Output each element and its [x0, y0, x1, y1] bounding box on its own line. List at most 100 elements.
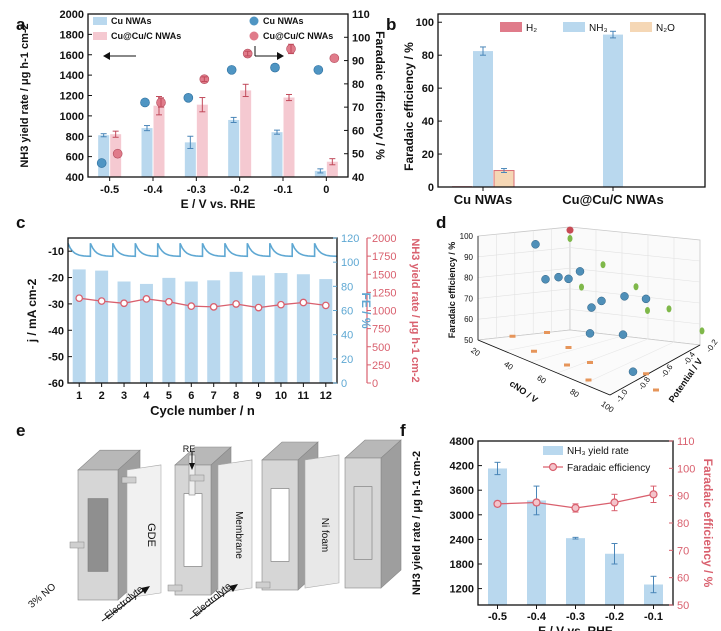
- x-tick-label: 9: [255, 390, 261, 402]
- membrane-sheet: [217, 459, 253, 594]
- y-tick-label: 40: [422, 116, 434, 128]
- y-tick-label-yield: 1500: [372, 269, 396, 281]
- y-axis-label-yield: NH3 yield rate / μg h-1 cm-2: [409, 238, 421, 382]
- end-plate-2-window: [353, 486, 373, 560]
- y-axis-label-left: NH3 yield rate / μg h-1 cm-2: [19, 23, 31, 167]
- point-blue: [575, 267, 585, 276]
- bar-cu-cuc-nwas: [326, 161, 338, 177]
- yield-point: [75, 294, 84, 303]
- y-tick-label-right: 50: [677, 600, 689, 612]
- flow-frame-2-window: [270, 488, 290, 562]
- point-fe-cu-nwas: [183, 93, 194, 103]
- yield-bar: [644, 584, 663, 605]
- y-tick-label-right: 110: [677, 436, 695, 448]
- axis-x: [477, 339, 611, 396]
- point-orange: [653, 388, 659, 392]
- panel-label-e: e: [16, 421, 25, 440]
- legend-label: Cu@Cu/C NWAs: [111, 31, 181, 41]
- panel-label-a: a: [16, 15, 26, 34]
- yield-bar: [605, 553, 624, 605]
- y-tick-label-right: 100: [677, 463, 695, 475]
- point-blue: [597, 296, 606, 306]
- y-tick-label: 60: [422, 83, 434, 95]
- x-tick-label: -0.3: [187, 184, 206, 196]
- y-tick-label-left: -60: [48, 378, 64, 390]
- x-tick-label: -0.1: [274, 184, 293, 196]
- back-wall-left: [477, 226, 571, 341]
- point-orange: [544, 331, 550, 334]
- point-blue: [628, 367, 638, 376]
- x-tick-label: 12: [320, 390, 332, 402]
- nifoam-label: Ni foam: [319, 518, 330, 552]
- x-axis-label: E / V vs. RHE: [181, 197, 256, 211]
- y-tick-label-fe: 60: [341, 306, 353, 318]
- point-green: [666, 305, 672, 313]
- y-tick-label-yield: 250: [372, 360, 390, 372]
- fe-bar: [162, 277, 176, 383]
- y-tick-label-left: -10: [48, 246, 64, 258]
- point-orange: [531, 349, 537, 353]
- y-tick-label-left: 4200: [450, 461, 474, 473]
- point-green: [645, 306, 650, 314]
- panel-label-b: b: [386, 15, 396, 34]
- y-tick-label-right: 80: [352, 79, 364, 91]
- yield-point: [254, 303, 263, 312]
- panel-label-f: f: [400, 421, 406, 440]
- fe-bar: [229, 271, 243, 383]
- y-tick-label-left: 1200: [450, 584, 474, 596]
- legend-swatch: [630, 22, 652, 32]
- y-axis-label-fe: FE / %: [359, 292, 373, 328]
- point-fe-cu-cuc-nwas: [329, 53, 340, 64]
- y-axis-label-right: Faradaic efficiency / %: [701, 459, 715, 588]
- bar-cu-nwas: [228, 119, 240, 177]
- x-tick-label: 8: [233, 390, 239, 402]
- x-tick-label: 40: [502, 359, 515, 372]
- y-tick-label-left: -40: [48, 325, 64, 337]
- yield-point: [299, 298, 308, 307]
- x-tick-label: Cu@Cu/C NWAs: [562, 192, 664, 207]
- x-tick-label: 0: [323, 184, 329, 196]
- y-tick-label-fe: 100: [341, 257, 359, 269]
- x-axis-label: Cycle number / n: [150, 403, 255, 418]
- grid-line: [477, 247, 571, 258]
- flow-arrow: [101, 588, 147, 622]
- y-tick-label-right: 90: [352, 56, 364, 68]
- bar-cu-cuc-nwas: [196, 104, 208, 177]
- yield-point: [142, 295, 151, 303]
- y-tick-label-left: 1600: [60, 50, 84, 62]
- fe-bar: [184, 281, 198, 383]
- grid-line: [477, 309, 571, 320]
- point-blue: [618, 330, 628, 339]
- flow-arrowhead: [141, 586, 150, 594]
- x-tick-label: -0.2: [605, 611, 624, 623]
- grid-line: [583, 341, 675, 385]
- fe-bar: [117, 281, 131, 383]
- fe-bar: [319, 279, 333, 383]
- grid-line: [569, 309, 701, 325]
- flow-arrowhead: [229, 584, 238, 592]
- point-blue: [541, 275, 550, 284]
- y-tick-label-right: 80: [677, 518, 689, 530]
- y-tick-label: 100: [460, 232, 474, 241]
- grid-line: [530, 335, 623, 363]
- legend-swatch: [93, 17, 107, 25]
- legend-label: Cu@Cu/C NWAs: [263, 31, 333, 41]
- y-tick-label-yield: 2000: [372, 233, 396, 245]
- x-tick-label: -0.3: [566, 611, 585, 623]
- y-tick-label-left: 3600: [450, 485, 474, 497]
- y-tick-label-fe: 80: [341, 281, 353, 293]
- panel-label-d: d: [436, 213, 446, 232]
- y-tick-label-left: 1000: [60, 111, 84, 123]
- fe-bar: [296, 274, 310, 383]
- x-tick-label: Cu NWAs: [454, 192, 513, 207]
- current-trace: [67, 242, 338, 258]
- x-tick-label: -0.5: [100, 184, 119, 196]
- legend-swatch: [543, 446, 563, 455]
- legend-label: NH₃: [589, 23, 608, 34]
- point-orange: [585, 378, 592, 382]
- point-blue: [641, 294, 651, 304]
- y-tick-label-fe: 0: [341, 378, 347, 390]
- flow-frame-1-window: [183, 493, 203, 567]
- y-tick-label: 0: [428, 182, 434, 194]
